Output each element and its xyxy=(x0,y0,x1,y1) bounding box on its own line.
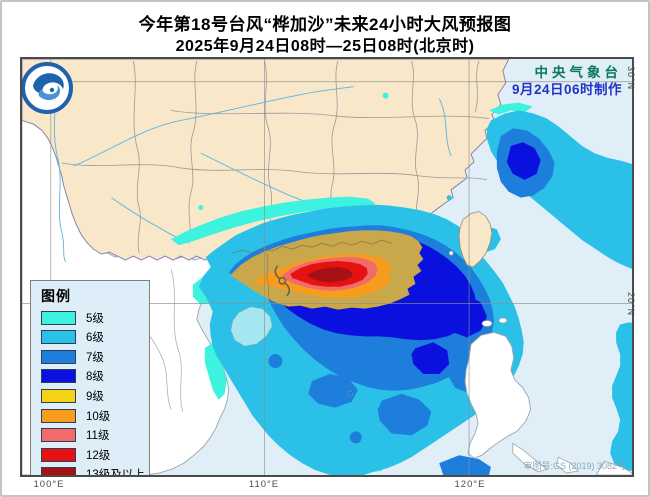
map-canvas: 中央气象台 9月24日06时制作 图例 5级 6级 7级 8级 9级 10级 1… xyxy=(20,57,634,477)
legend-label: 6级 xyxy=(86,332,104,345)
typhoon-icon xyxy=(274,265,291,297)
legend-row: 6级 xyxy=(41,329,141,345)
legend-box: 图例 5级 6级 7级 8级 9级 10级 11级 12级 13级及以上 xyxy=(30,280,150,475)
wind-field-layer xyxy=(171,92,632,475)
hainan-island xyxy=(230,306,273,347)
lon-label-100e: 100°E xyxy=(33,479,65,490)
legend-label: 13级及以上 xyxy=(86,469,145,477)
legend-label: 12级 xyxy=(86,449,111,462)
legend-row: 8级 xyxy=(41,368,141,384)
legend-row: 7级 xyxy=(41,349,141,365)
legend-label: 8级 xyxy=(86,371,104,384)
legend-row: 9级 xyxy=(41,388,141,404)
page-subtitle: 2025年9月24日08时—25日08时(北京时) xyxy=(175,38,475,55)
agency-name: 中央气象台 xyxy=(534,65,622,80)
legend-title: 图例 xyxy=(41,288,71,304)
legend-swatch-11 xyxy=(41,428,76,443)
legend-swatch-9 xyxy=(41,388,76,403)
legend-swatch-8 xyxy=(41,369,76,384)
legend-row: 10级 xyxy=(41,408,141,424)
province-borders xyxy=(61,60,489,254)
legend-row: 5级 xyxy=(41,310,141,326)
legend-row: 12级 xyxy=(41,447,141,463)
legend-swatch-13 xyxy=(41,467,76,475)
legend-swatch-7 xyxy=(41,349,76,364)
issue-time: 9月24日06时制作 xyxy=(511,82,622,97)
wind-level-13 xyxy=(307,267,353,283)
lat-label-20n: 20°N xyxy=(626,292,636,317)
legend-swatch-10 xyxy=(41,408,76,423)
coastline-accent xyxy=(232,239,392,254)
legend-label: 7级 xyxy=(86,351,104,364)
taiwan-island xyxy=(458,211,493,268)
agency-header: 中央气象台 9月24日06时制作 xyxy=(512,64,622,98)
lon-label-110e: 110°E xyxy=(248,479,280,490)
lon-label-120e: 120°E xyxy=(454,479,486,490)
lat-label-30n: 30°N xyxy=(626,66,636,91)
legend-row: 11级 xyxy=(41,427,141,443)
luzon-island xyxy=(464,331,532,459)
legend-label: 5级 xyxy=(86,312,104,325)
legend-swatch-6 xyxy=(41,330,76,345)
islands xyxy=(230,211,632,475)
legend-swatch-5 xyxy=(41,310,76,325)
legend-label: 9级 xyxy=(86,390,104,403)
page-title: 今年第18号台风“桦加沙”未来24小时大风预报图 xyxy=(138,15,512,34)
legend-row: 13级及以上 xyxy=(41,466,145,475)
legend-label: 10级 xyxy=(86,410,111,423)
cma-logo-icon xyxy=(22,62,73,114)
map-approval-watermark: 审图号:GS (2019) 3082号 xyxy=(523,461,626,471)
legend-label: 11级 xyxy=(86,430,110,443)
legend-swatch-12 xyxy=(41,447,76,462)
